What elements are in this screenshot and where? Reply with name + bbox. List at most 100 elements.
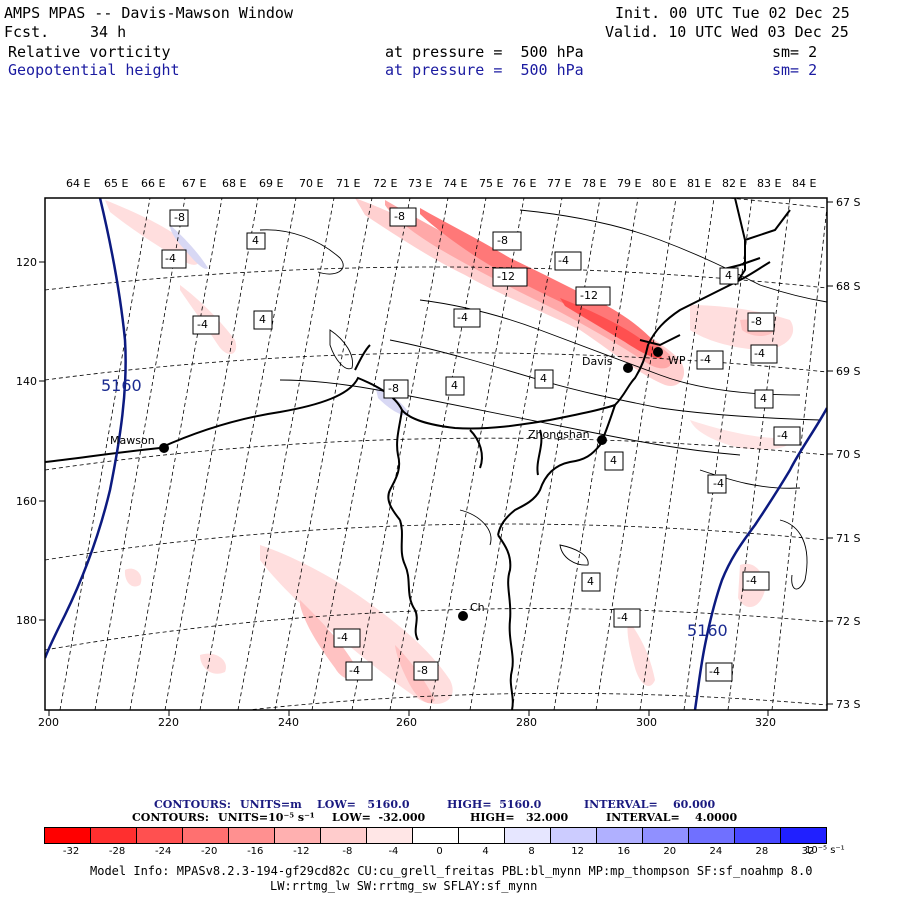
contour-value-label: -12	[497, 270, 515, 283]
colorbar-ticks: -32 -28 -24 -20 -16 -12 -8 -4 0 4 8 12 16 20 24 28 32	[44, 846, 827, 860]
field1-name: Relative vorticity	[8, 43, 171, 61]
colorbar-swatch	[367, 828, 413, 843]
colorbar-swatch	[505, 828, 551, 843]
colorbar-swatch	[413, 828, 459, 843]
colorbar-swatch	[643, 828, 689, 843]
lon-label: 75 E	[479, 177, 504, 190]
lat-label: 71 S	[836, 532, 861, 545]
lat-label: 67 S	[836, 196, 861, 209]
contour-value-label: -4	[746, 574, 757, 587]
contour-info-high: HIGH= 32.000	[470, 811, 569, 824]
x-label: 220	[158, 716, 179, 729]
contour-info-interval: INTERVAL= 4.0000	[606, 811, 738, 824]
lon-label: 78 E	[582, 177, 607, 190]
lon-label: 68 E	[222, 177, 247, 190]
lon-label: 80 E	[652, 177, 677, 190]
contour-value-label: -4	[349, 664, 360, 677]
field1-sm: sm= 2	[772, 43, 818, 61]
colorbar-swatch	[137, 828, 183, 843]
colorbar-tick-label: -8	[342, 846, 353, 857]
colorbar-swatch	[781, 828, 826, 843]
colorbar-tick-label: -32	[62, 846, 80, 857]
contour-value-label: 4	[252, 234, 259, 247]
height-contour-label: 5160	[687, 621, 728, 640]
lon-label: 82 E	[722, 177, 747, 190]
colorbar-swatch	[229, 828, 275, 843]
contour-value-label: -4	[617, 611, 628, 624]
lon-label: 64 E	[66, 177, 91, 190]
colorbar-tick-label: -16	[247, 846, 264, 857]
lat-label: 72 S	[836, 615, 861, 628]
contour-value-label: -4	[197, 318, 208, 331]
contour-value-label: 4	[725, 269, 732, 282]
y-label: 180	[16, 614, 37, 627]
contour-value-label: -8	[751, 315, 762, 328]
lon-label: 77 E	[547, 177, 572, 190]
contour-value-label: 4	[259, 313, 266, 326]
contour-value-label: -8	[174, 211, 185, 224]
lon-label: 67 E	[182, 177, 207, 190]
init-time: Init. 00 UTC Tue 02 Dec 25	[615, 4, 850, 22]
contour-value-label: -4	[165, 252, 176, 265]
contour-value-label: 4	[540, 372, 547, 385]
station-dot-zhongshan	[597, 435, 607, 445]
contour-info-low: LOW= 5160.0	[317, 798, 410, 811]
colorbar-swatch	[459, 828, 505, 843]
station-dot-ch	[458, 611, 468, 621]
x-label: 320	[755, 716, 776, 729]
y-label: 160	[16, 495, 37, 508]
station-label-mawson: Mawson	[110, 434, 155, 447]
station-label-zhongshan: Zhongshan	[528, 428, 590, 441]
colorbar-tick-label: 32	[801, 846, 815, 857]
contour-info-label: CONTOURS:	[132, 811, 209, 824]
colorbar-swatch	[735, 828, 781, 843]
model-info: Model Info: MPASv8.2.3-194-gf29cd82c CU:…	[90, 864, 813, 878]
colorbar-tick-label: 28	[755, 846, 769, 857]
colorbar-swatch	[183, 828, 229, 843]
contour-value-label: -4	[558, 254, 569, 267]
contour-value-label: -8	[497, 234, 508, 247]
colorbar-tick-label: 0	[436, 846, 443, 857]
contour-value-label: -8	[394, 210, 405, 223]
x-label: 300	[636, 716, 657, 729]
lat-label: 73 S	[836, 698, 861, 711]
contour-info-interval: INTERVAL= 60.000	[584, 798, 716, 811]
colorbar-tick-label: -20	[201, 846, 218, 857]
colorbar-tick-label: -12	[293, 846, 310, 857]
station-dot-wp	[653, 347, 663, 357]
lon-label: 83 E	[757, 177, 782, 190]
station-label-davis: Davis	[582, 355, 613, 368]
colorbar-swatch	[551, 828, 597, 843]
fcst-value: 34 h	[90, 23, 127, 41]
field1-pressure: at pressure = 500 hPa	[385, 43, 584, 61]
colorbar-swatch	[91, 828, 137, 843]
contour-value-label: -12	[580, 289, 598, 302]
height-contour-label: 5160	[101, 376, 142, 395]
field2-sm: sm= 2	[772, 61, 818, 79]
model-info-physics: LW:rrtmg_lw SW:rrtmg_sw SFLAY:sf_mynn	[270, 879, 538, 893]
lon-label: 79 E	[617, 177, 642, 190]
colorbar-tick-label: -28	[108, 846, 126, 857]
contour-info-low: LOW= -32.000	[332, 811, 426, 824]
contour-info-units: UNITS=10⁻⁵ s⁻¹	[218, 811, 315, 824]
lon-label: 66 E	[141, 177, 166, 190]
lon-label: 76 E	[512, 177, 537, 190]
lat-label: 70 S	[836, 448, 861, 461]
colorbar-tick-label: 4	[482, 846, 489, 857]
colorbar-tick-label: -24	[154, 846, 172, 857]
contour-value-label: -4	[709, 665, 720, 678]
coastline	[45, 198, 791, 710]
lon-label: 84 E	[792, 177, 817, 190]
colorbar-unit: 10⁻⁵ s⁻¹	[805, 845, 845, 856]
lon-label: 74 E	[443, 177, 468, 190]
lon-label: 65 E	[104, 177, 129, 190]
lon-label: 72 E	[373, 177, 398, 190]
contour-info-label: CONTOURS:	[154, 798, 231, 811]
colorbar	[44, 827, 827, 844]
colorbar-swatch	[45, 828, 91, 843]
colorbar-tick-label: 24	[709, 846, 723, 857]
contour-value-label: -4	[777, 429, 788, 442]
lon-label: 69 E	[259, 177, 284, 190]
field2-pressure: at pressure = 500 hPa	[385, 61, 584, 79]
